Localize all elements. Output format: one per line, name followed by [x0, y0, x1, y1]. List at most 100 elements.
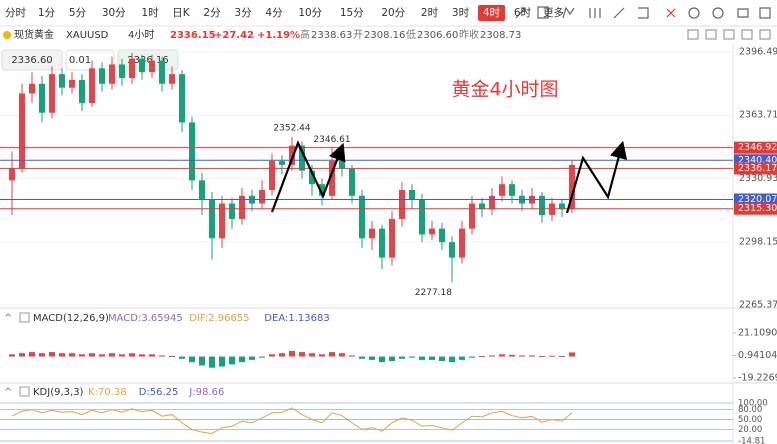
timeframe-button[interactable]: 4时 — [483, 7, 501, 19]
macd-bar — [469, 356, 475, 358]
candle-body — [179, 74, 185, 123]
macd-bar — [489, 355, 495, 357]
candle-body — [269, 161, 275, 191]
candle-body — [479, 203, 485, 210]
candle-body — [349, 168, 355, 196]
timeframe-button[interactable]: 20分 — [381, 7, 405, 19]
candle-body — [69, 79, 75, 88]
candle-body — [199, 180, 205, 200]
candle-body — [329, 161, 335, 196]
macd-axis-label: 21.10905 — [738, 328, 777, 339]
macd-bar — [449, 356, 455, 363]
candle-body — [9, 168, 15, 181]
macd-settings[interactable] — [19, 312, 30, 323]
candle-body — [409, 190, 415, 200]
macd-bar — [159, 355, 165, 357]
timeframe-button[interactable]: 2分 — [203, 7, 221, 19]
candle-body — [469, 203, 475, 229]
trend-arrows — [270, 140, 628, 214]
macd-bar — [29, 352, 35, 357]
kdj-readout: J:98.66 — [188, 387, 224, 398]
timeframe-button[interactable]: 30分 — [102, 7, 126, 19]
candle-body — [299, 145, 305, 171]
macd-bar — [389, 356, 395, 362]
price-level-label: 2340.40 — [738, 155, 777, 166]
candle-body — [119, 64, 125, 78]
candle-body — [209, 199, 215, 239]
candle-body — [149, 60, 155, 73]
timeframe-button[interactable]: 分时 — [5, 7, 26, 19]
timeframe-button[interactable]: 3分 — [234, 7, 252, 19]
timeframe-button[interactable]: 15分 — [340, 7, 364, 19]
candle-body — [169, 74, 175, 84]
candle-body — [309, 170, 315, 185]
candle-body — [79, 79, 85, 104]
macd-bar — [119, 354, 125, 357]
candle-body — [29, 83, 35, 94]
macd-bar — [359, 356, 365, 359]
price-level-tag — [734, 141, 777, 154]
macd-bar — [549, 355, 555, 357]
candle-body — [419, 199, 425, 235]
macd-bar — [139, 354, 145, 357]
timeframe-button[interactable]: 2时 — [421, 7, 439, 19]
macd-bar — [459, 356, 465, 360]
stat-label: 低 — [406, 28, 416, 41]
timeframe-button[interactable]: 1分 — [38, 7, 56, 19]
kdj-collapse[interactable]: ^ — [4, 387, 12, 398]
symbol-icon — [3, 31, 11, 39]
price-level-label: 2315.30 — [738, 203, 777, 214]
macd-bar — [99, 354, 105, 357]
price-level-tag — [734, 162, 777, 175]
kdj-settings[interactable] — [19, 386, 30, 397]
candle-body — [289, 145, 295, 165]
macd-bar — [49, 352, 55, 357]
macd-axis-label: -19.22697 — [738, 373, 777, 384]
macd-bar — [319, 354, 325, 357]
candle-body — [499, 184, 505, 196]
candle-body — [129, 58, 135, 78]
macd-bar — [169, 355, 175, 357]
toolbar-icons[interactable] — [492, 6, 771, 19]
candle-body — [229, 203, 235, 219]
macd-collapse[interactable]: ^ — [4, 313, 12, 324]
candle-body — [259, 190, 265, 204]
macd-bar — [219, 356, 225, 367]
macd-bar — [559, 355, 565, 357]
stat-value: 2308.16 — [364, 30, 405, 41]
ticker: XAUUSD — [66, 30, 109, 41]
macd-bar — [279, 353, 285, 357]
macd-bar — [69, 353, 75, 357]
candle-body — [399, 190, 405, 219]
macd-bar — [339, 353, 345, 357]
macd-bar — [329, 352, 335, 357]
change-percent: +1.19% — [257, 30, 300, 41]
timeframe-button[interactable]: 日K — [172, 7, 190, 19]
timeframe-button[interactable]: 5分 — [69, 7, 87, 19]
timeframe-button[interactable]: 10分 — [298, 7, 322, 19]
candle-body — [459, 228, 465, 258]
macd-bar — [519, 355, 525, 357]
timeframe-button[interactable]: 3时 — [452, 7, 470, 19]
timeframe-button[interactable]: 更多 — [543, 6, 564, 19]
macd-bar — [229, 356, 235, 365]
timeframe-button[interactable]: 6时 — [514, 7, 532, 19]
stat-value: 2338.63 — [311, 30, 352, 41]
kdj-axis-label: 100.00 — [738, 399, 768, 409]
macd-bar — [129, 353, 135, 357]
macd-readout: DIF:2.96655 — [189, 313, 249, 324]
timeframe-button[interactable]: 4分 — [265, 7, 283, 19]
candle-body — [539, 195, 545, 216]
macd-bar — [249, 356, 255, 360]
candle-body — [219, 203, 225, 239]
candle-body — [489, 195, 495, 210]
macd-bar — [429, 356, 435, 360]
timeframe-button[interactable]: 1时 — [141, 7, 159, 19]
candle-body — [509, 184, 515, 196]
panel-tools[interactable] — [687, 29, 771, 40]
chart-annotation-title: 黄金4小时图 — [451, 79, 558, 101]
symbol: 现货黄金 — [14, 28, 54, 41]
macd-bar — [529, 355, 535, 357]
sell-box[interactable] — [1, 49, 63, 71]
kdj-axis-label: 20.00 — [738, 425, 762, 435]
